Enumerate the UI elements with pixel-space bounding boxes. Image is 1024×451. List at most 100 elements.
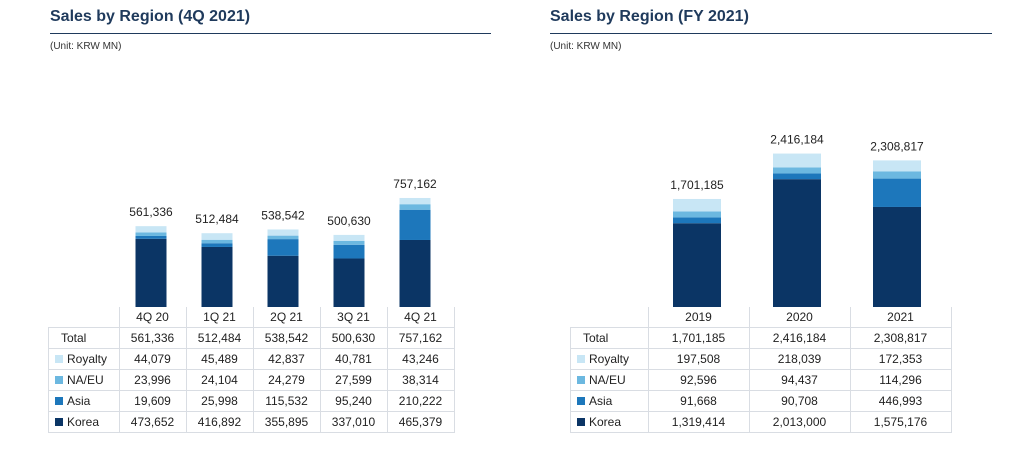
quarterly-sales-panel: Sales by Region (4Q 2021) (Unit: KRW MN)…: [0, 0, 500, 451]
table-cell: 465,379: [386, 411, 455, 433]
table-cell: 24,279: [252, 369, 321, 391]
table-cell: 94,437: [748, 369, 851, 391]
bar-segment-korea-2021: [873, 206, 921, 307]
legend-swatch-asia: [577, 396, 585, 405]
table-row-korea: Korea 1,319,414 2,013,000 1,575,176: [570, 411, 952, 433]
panel-title: Sales by Region (FY 2021): [550, 8, 749, 25]
bar-segment-na-eu-2q-21: [267, 235, 299, 240]
table-cell: 23,996: [118, 369, 187, 391]
table-cell: 95,240: [319, 390, 388, 412]
bar-segment-royalty-2019: [673, 198, 721, 212]
table-cell: 355,895: [252, 411, 321, 433]
table-cell: 2,013,000: [748, 411, 851, 433]
table-cell: 446,993: [849, 390, 952, 412]
table-cell: 757,162: [386, 327, 455, 349]
bar-total-label: 757,162: [393, 177, 437, 191]
table-cell: 561,336: [118, 327, 187, 349]
table-cell: 45,489: [185, 348, 254, 370]
bar-segment-royalty-2021: [873, 160, 921, 172]
table-cell: 416,892: [185, 411, 254, 433]
table-row-asia: Asia 91,668 90,708 446,993: [570, 390, 952, 412]
bar-segment-royalty-4q-21: [399, 197, 431, 205]
table-cell: 90,708: [748, 390, 851, 412]
table-cell: 27,599: [319, 369, 388, 391]
table-cell: 115,532: [252, 390, 321, 412]
table-cell: 1,319,414: [647, 411, 750, 433]
series-label: Korea: [67, 415, 100, 429]
annual-data-table: 2019 2020 2021 Total 1,701,185 2,416,184 2,308…: [570, 307, 952, 433]
panel-title: Sales by Region (4Q 2021): [50, 8, 251, 25]
table-cell: 538,542: [252, 327, 321, 349]
legend-swatch-royalty: [55, 354, 63, 363]
unit-note: (Unit: KRW MN): [50, 41, 122, 52]
bar-segment-royalty-2020: [773, 153, 821, 168]
table-row-na-eu: NA/EU 23,996 24,104 24,279 27,599 38,314: [48, 369, 455, 391]
bar-segment-asia-2q-21: [267, 239, 299, 256]
bar-segment-asia-2020: [773, 173, 821, 180]
table-row-total: Total 1,701,185 2,416,184 2,308,817: [570, 327, 952, 349]
table-row-asia: Asia 19,609 25,998 115,532 95,240 210,222: [48, 390, 455, 412]
table-row-korea: Korea 473,652 416,892 355,895 337,010 465,379: [48, 411, 455, 433]
table-cell: 91,668: [647, 390, 750, 412]
bar-segment-na-eu-3q-21: [333, 240, 365, 245]
table-cell: 500,630: [319, 327, 388, 349]
title-divider: [550, 33, 992, 34]
bar-segment-asia-2021: [873, 178, 921, 207]
column-header-4q-21: 4Q 21: [386, 307, 455, 328]
bar-segment-asia-2019: [673, 217, 721, 224]
column-header-1q-21: 1Q 21: [185, 307, 254, 328]
unit-note: (Unit: KRW MN): [550, 41, 622, 52]
table-row-royalty: Royalty 44,079 45,489 42,837 40,781 43,246: [48, 348, 455, 370]
title-divider: [50, 33, 491, 34]
bar-segment-korea-3q-21: [333, 258, 365, 307]
series-label: NA/EU: [589, 373, 626, 387]
row-label: Total: [583, 331, 609, 345]
table-cell: 40,781: [319, 348, 388, 370]
bar-segment-na-eu-2021: [873, 171, 921, 179]
table-cell: 42,837: [252, 348, 321, 370]
bar-segment-royalty-4q-20: [135, 226, 167, 233]
series-label: Royalty: [589, 352, 630, 366]
bar-segment-korea-2q-21: [267, 255, 299, 307]
table-cell: 114,296: [849, 369, 952, 391]
table-cell: 2,308,817: [849, 327, 952, 349]
table-cell: 2,416,184: [748, 327, 851, 349]
column-header-3q-21: 3Q 21: [319, 307, 388, 328]
legend-swatch-royalty: [577, 354, 585, 363]
table-row-na-eu: NA/EU 92,596 94,437 114,296: [570, 369, 952, 391]
bar-segment-korea-1q-21: [201, 246, 233, 307]
bar-segment-na-eu-2020: [773, 167, 821, 174]
table-cell: 473,652: [118, 411, 187, 433]
table-cell: 1,701,185: [647, 327, 750, 349]
bar-segment-royalty-3q-21: [333, 234, 365, 241]
bar-segment-royalty-2q-21: [267, 229, 299, 236]
table-cell: 38,314: [386, 369, 455, 391]
table-cell: 25,998: [185, 390, 254, 412]
bar-segment-asia-4q-20: [135, 235, 167, 239]
row-label: Total: [61, 331, 87, 345]
table-cell: 512,484: [185, 327, 254, 349]
quarterly-stacked-bar-chart: 561,336 512,484 538,542 500,630 757,162: [129, 177, 437, 307]
bar-total-label: 500,630: [327, 214, 371, 228]
table-cell: 19,609: [118, 390, 187, 412]
series-label: NA/EU: [67, 373, 104, 387]
table-cell: 218,039: [748, 348, 851, 370]
bar-segment-korea-2019: [673, 223, 721, 307]
column-header-2020: 2020: [748, 307, 851, 328]
table-cell: 172,353: [849, 348, 952, 370]
legend-swatch-korea: [55, 417, 63, 426]
table-cell: 44,079: [118, 348, 187, 370]
series-label: Korea: [589, 415, 622, 429]
table-cell: 337,010: [319, 411, 388, 433]
column-header-2021: 2021: [849, 307, 952, 328]
table-cell: 210,222: [386, 390, 455, 412]
table-cell: 92,596: [647, 369, 750, 391]
bar-segment-na-eu-2019: [673, 211, 721, 218]
bar-segment-na-eu-4q-21: [399, 204, 431, 210]
table-cell: 197,508: [647, 348, 750, 370]
bar-segment-asia-3q-21: [333, 244, 365, 259]
bar-segment-korea-2020: [773, 179, 821, 307]
bar-total-label: 561,336: [129, 205, 173, 219]
legend-swatch-na-eu: [55, 375, 63, 384]
bar-total-label: 1,701,185: [670, 178, 724, 192]
